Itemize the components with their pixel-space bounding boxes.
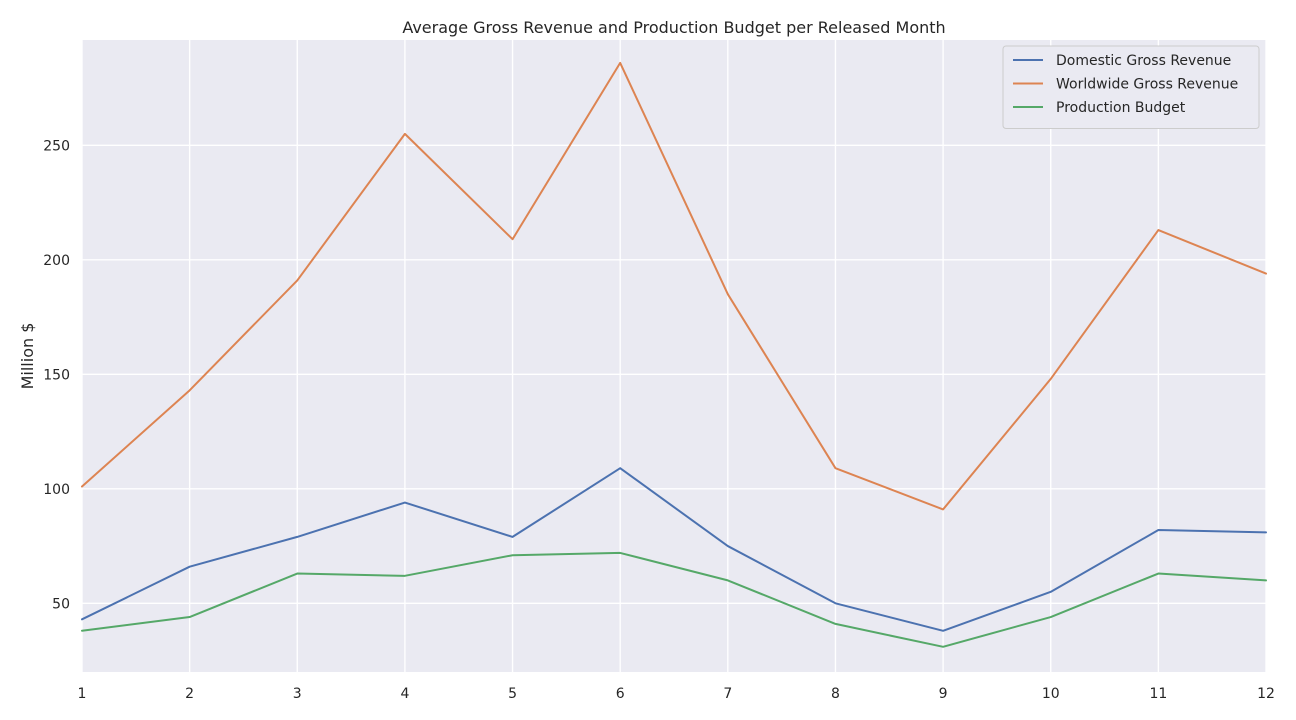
series-lines: [81, 61, 1267, 648]
x-tick-label: 5: [508, 686, 517, 702]
x-tick-label: 10: [1042, 686, 1060, 702]
x-tick-label: 11: [1149, 686, 1167, 702]
y-axis-label: Million $: [18, 323, 37, 390]
x-tick-label: 1: [78, 686, 87, 702]
series-line-2: [81, 61, 1267, 511]
x-tick-label: 7: [723, 686, 732, 702]
x-tick-label: 9: [939, 686, 948, 702]
legend-box: [1002, 45, 1260, 129]
legend-label: Production Budget: [1056, 100, 1186, 116]
legend: Domestic Gross Revenue Worldwide Gross Re…: [1002, 45, 1260, 129]
legend-label: Worldwide Gross Revenue: [1056, 77, 1238, 93]
plot-background: [82, 40, 1266, 672]
y-tick-label: 100: [43, 482, 70, 498]
series-line-1: [81, 467, 1267, 632]
x-tick-label: 12: [1257, 686, 1275, 702]
x-tick-label: 8: [831, 686, 840, 702]
x-tick-label: 2: [185, 686, 194, 702]
x-tick-label: 6: [616, 686, 625, 702]
y-tick-label: 250: [43, 138, 70, 154]
legend-label: Domestic Gross Revenue: [1056, 53, 1231, 69]
y-tick-label: 150: [43, 367, 70, 383]
series-line-3: [81, 551, 1267, 648]
x-tick-label: 4: [400, 686, 409, 702]
y-tick-label: 50: [52, 596, 70, 612]
x-tick-label: 3: [293, 686, 302, 702]
chart-title: Average Gross Revenue and Production Bud…: [402, 18, 945, 37]
grid-lines: [81, 40, 1267, 672]
y-tick-label: 200: [43, 253, 70, 269]
